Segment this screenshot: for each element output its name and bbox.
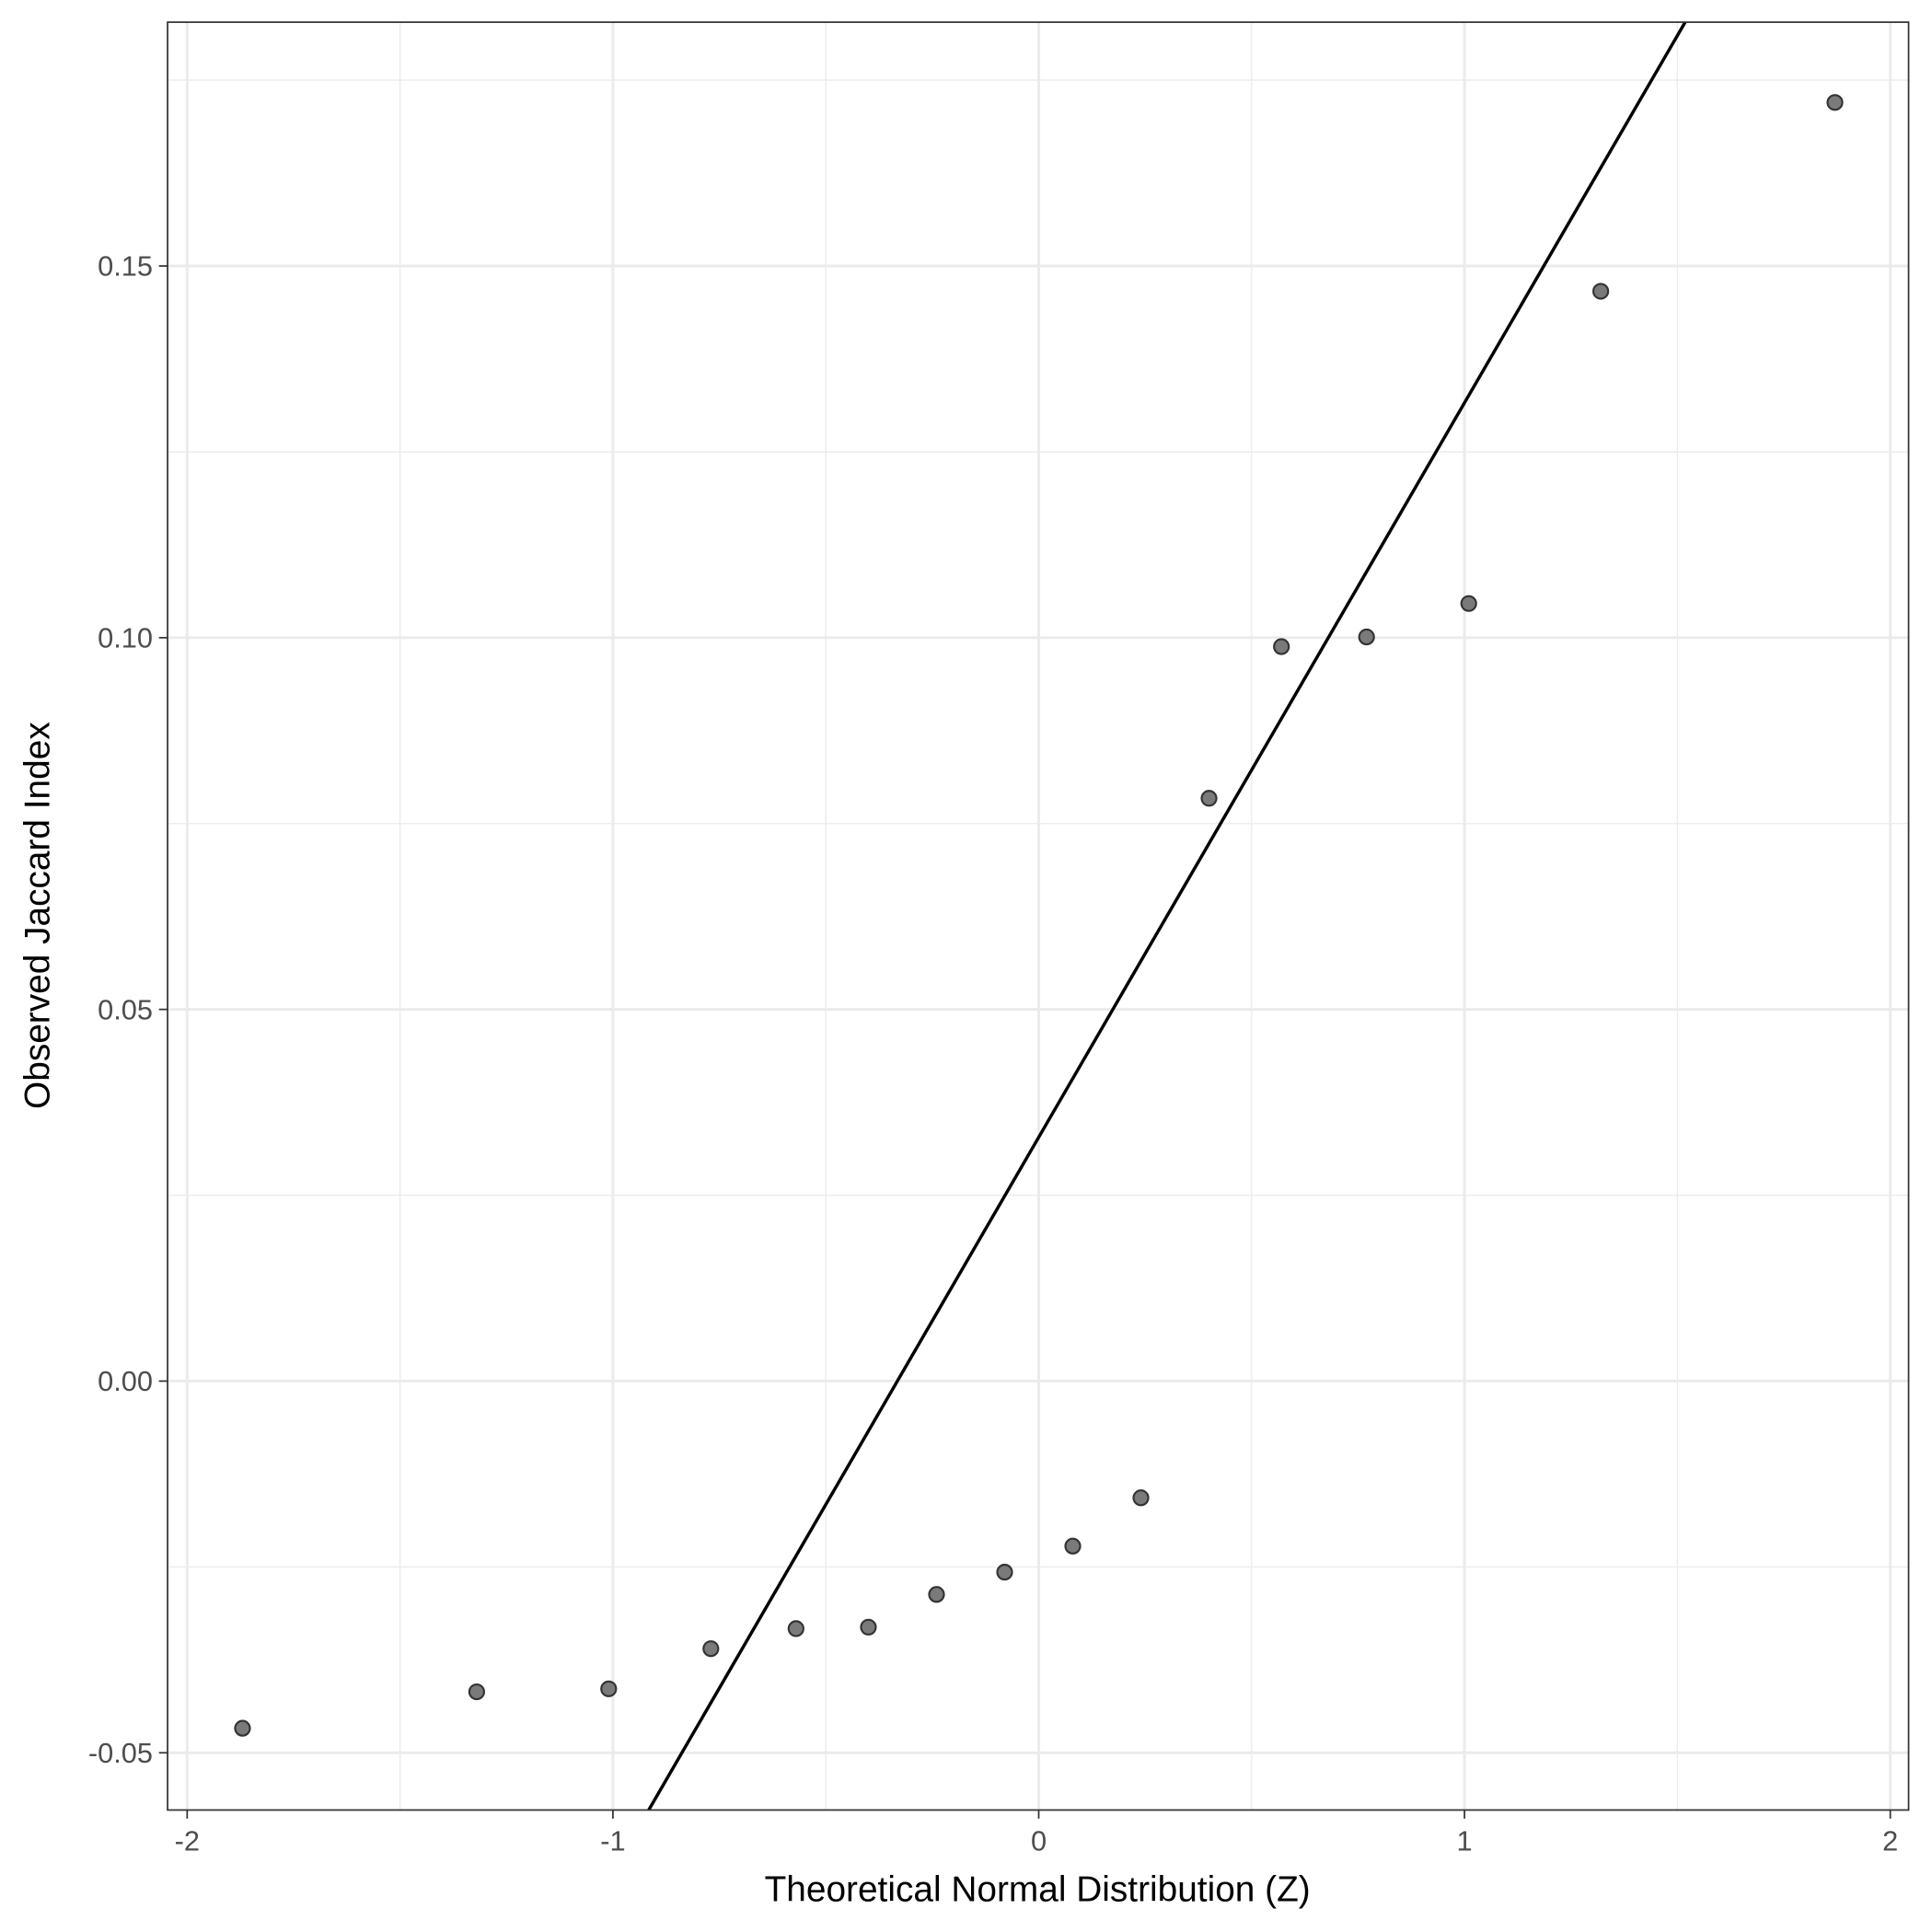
data-point xyxy=(860,1618,877,1636)
data-point xyxy=(1200,790,1218,807)
data-point xyxy=(996,1563,1013,1581)
data-point xyxy=(234,1719,251,1737)
data-point xyxy=(928,1586,945,1603)
y-axis-label: Observed Jaccard Index xyxy=(18,722,58,1109)
x-tick-label: -1 xyxy=(600,1825,625,1857)
x-axis-ticks: -2 -1 0 1 2 xyxy=(175,1810,1898,1857)
data-point xyxy=(702,1640,720,1658)
y-axis-ticks: -0.05 0.00 0.05 0.10 0.15 xyxy=(88,250,168,1769)
data-point xyxy=(1358,628,1375,646)
data-point xyxy=(1132,1489,1150,1507)
data-point xyxy=(600,1680,618,1697)
x-axis-label: Theoretical Normal Distribution (Z) xyxy=(765,1870,1311,1910)
data-point xyxy=(1460,595,1477,612)
x-tick-label: -2 xyxy=(175,1825,200,1857)
data-point xyxy=(1592,283,1610,300)
data-points xyxy=(234,94,1844,1737)
grid-lines xyxy=(168,22,1909,1811)
y-tick-label: -0.05 xyxy=(88,1737,153,1769)
data-point xyxy=(1826,94,1844,111)
y-tick-label: 0.00 xyxy=(98,1365,153,1397)
reference-line-group xyxy=(647,21,1687,1811)
data-point xyxy=(468,1683,485,1701)
y-tick-label: 0.10 xyxy=(98,622,153,654)
x-tick-label: 1 xyxy=(1457,1825,1473,1857)
x-tick-label: 0 xyxy=(1031,1825,1047,1857)
data-point xyxy=(1273,638,1290,655)
x-tick-label: 2 xyxy=(1882,1825,1898,1857)
y-tick-label: 0.05 xyxy=(98,993,153,1025)
reference-line xyxy=(647,21,1687,1811)
y-tick-label: 0.15 xyxy=(98,250,153,283)
data-point xyxy=(787,1620,804,1637)
data-point xyxy=(1064,1537,1082,1555)
